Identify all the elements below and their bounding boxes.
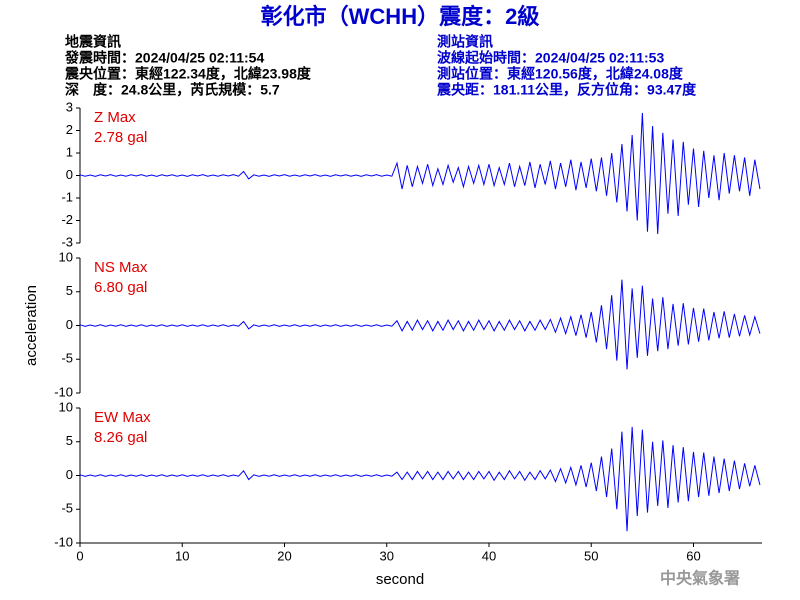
y-tick-label: 10 — [59, 399, 73, 414]
info-left: 發震時間：2024/04/25 02:11:54 — [64, 50, 264, 66]
info-right: 測站資訊 — [437, 34, 493, 50]
x-tick-label: 50 — [584, 548, 598, 563]
x-tick-label: 20 — [277, 548, 291, 563]
y-tick-label: 2 — [66, 122, 73, 137]
title: 彰化市（WCHH）震度：2級 — [261, 4, 540, 29]
y-tick-label: -10 — [54, 534, 73, 549]
panel-max: 6.80 gal — [94, 279, 147, 296]
footer: 中央氣象署 — [660, 569, 740, 588]
y-tick-label: 0 — [66, 467, 73, 482]
y-tick-label: 1 — [66, 144, 73, 159]
info-right: 波線起始時間：2024/04/25 02:11:53 — [437, 50, 664, 66]
y-tick-label: 5 — [66, 283, 73, 298]
y-tick-label: 5 — [66, 433, 73, 448]
y-tick-label: -1 — [61, 189, 73, 204]
y-tick-label: -5 — [61, 351, 73, 366]
y-axis-label: acceleration — [23, 285, 40, 366]
y-tick-label: 0 — [66, 317, 73, 332]
panel-label: EW Max — [94, 409, 151, 426]
info-right: 震央距：181.11公里，反方位角：93.47度 — [436, 82, 697, 98]
y-tick-label: 10 — [59, 249, 73, 264]
x-tick-label: 10 — [175, 548, 189, 563]
x-tick-label: 0 — [76, 548, 83, 563]
panel-max: 2.78 gal — [94, 129, 147, 146]
x-tick-label: 30 — [380, 548, 394, 563]
info-left: 地震資訊 — [65, 34, 121, 50]
waveform — [79, 279, 761, 370]
info-right: 測站位置：東經120.56度，北緯24.08度 — [437, 66, 684, 82]
info-left: 深 度：24.8公里，芮氏規模：5.7 — [65, 82, 280, 98]
y-tick-label: -5 — [61, 501, 73, 516]
y-tick-label: -3 — [61, 234, 73, 249]
waveform — [79, 426, 761, 532]
panel-label: Z Max — [94, 109, 136, 126]
y-tick-label: -2 — [61, 212, 73, 227]
y-tick-label: 0 — [66, 167, 73, 182]
panel-max: 8.26 gal — [94, 429, 147, 446]
y-tick-label: 3 — [66, 99, 73, 114]
info-left: 震央位置：東經122.34度，北緯23.98度 — [64, 66, 312, 82]
waveform — [79, 112, 761, 235]
x-tick-label: 40 — [482, 548, 496, 563]
x-axis-label: second — [376, 571, 424, 588]
x-tick-label: 60 — [686, 548, 700, 563]
panel-label: NS Max — [94, 259, 148, 276]
y-tick-label: -10 — [54, 384, 73, 399]
